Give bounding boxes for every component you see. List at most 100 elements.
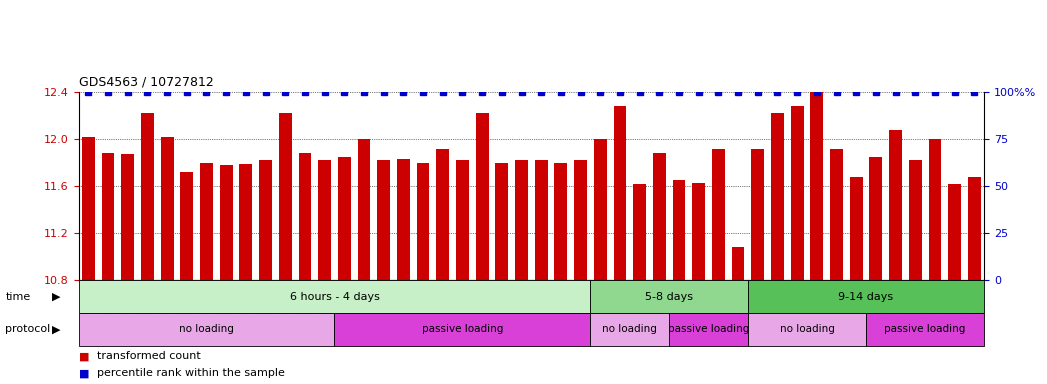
Text: GSM930500: GSM930500 (458, 280, 467, 327)
Text: GSM930502: GSM930502 (497, 280, 507, 327)
Bar (752, 149, 764, 280)
Text: GSM930493: GSM930493 (851, 280, 861, 327)
Bar (594, 139, 606, 280)
Text: GSM930479: GSM930479 (242, 280, 250, 327)
Bar (574, 161, 587, 280)
Text: ■: ■ (79, 351, 89, 361)
Text: 9-14 days: 9-14 days (839, 291, 893, 302)
Text: GSM930499: GSM930499 (439, 280, 447, 327)
Bar (771, 113, 784, 280)
Text: GSM930513: GSM930513 (911, 280, 919, 327)
Text: GSM930487: GSM930487 (654, 280, 664, 327)
Bar (79, 313, 334, 346)
Bar (515, 161, 528, 280)
Bar (653, 153, 666, 280)
Text: ■: ■ (79, 368, 89, 378)
Bar (495, 163, 508, 280)
Text: GSM930508: GSM930508 (694, 280, 704, 327)
Bar (591, 313, 669, 346)
Text: ▶: ▶ (52, 291, 61, 302)
Text: GSM930515: GSM930515 (950, 280, 959, 327)
Text: GSM930476: GSM930476 (182, 280, 192, 327)
Text: GSM930477: GSM930477 (202, 280, 211, 327)
Text: GSM930501: GSM930501 (477, 280, 487, 327)
Text: percentile rank within the sample: percentile rank within the sample (97, 368, 285, 378)
Bar (669, 313, 748, 346)
Text: protocol: protocol (5, 324, 50, 334)
Text: GSM930498: GSM930498 (419, 280, 427, 327)
Bar (456, 161, 469, 280)
Bar (298, 153, 311, 280)
Bar (732, 247, 744, 280)
Bar (475, 113, 489, 280)
Bar (712, 149, 725, 280)
Text: no loading: no loading (602, 324, 658, 334)
Bar (967, 177, 981, 280)
Bar (614, 106, 626, 280)
Text: GSM930482: GSM930482 (300, 280, 310, 326)
Text: GSM930512: GSM930512 (891, 280, 900, 326)
Bar (240, 164, 252, 280)
Text: passive loading: passive loading (885, 324, 965, 334)
Bar (102, 153, 114, 280)
Text: 5-8 days: 5-8 days (645, 291, 693, 302)
Bar (200, 163, 213, 280)
Text: GSM930481: GSM930481 (281, 280, 290, 326)
Text: 6 hours - 4 days: 6 hours - 4 days (290, 291, 379, 302)
Bar (220, 165, 232, 280)
Text: ▶: ▶ (52, 324, 61, 334)
Text: GSM930504: GSM930504 (537, 280, 545, 327)
Bar (180, 172, 194, 280)
Text: GSM930509: GSM930509 (714, 280, 722, 327)
Bar (672, 180, 686, 280)
Text: GSM930486: GSM930486 (636, 280, 644, 327)
Text: passive loading: passive loading (668, 324, 750, 334)
Text: passive loading: passive loading (422, 324, 504, 334)
Text: GSM930473: GSM930473 (124, 280, 132, 327)
Bar (810, 92, 823, 280)
Text: GSM930472: GSM930472 (104, 280, 113, 327)
Text: GSM930507: GSM930507 (674, 280, 684, 327)
Text: GDS4563 / 10727812: GDS4563 / 10727812 (79, 76, 214, 88)
Text: GSM930505: GSM930505 (556, 280, 565, 327)
Bar (377, 161, 391, 280)
Bar (929, 139, 941, 280)
Bar (535, 161, 548, 280)
Bar (633, 184, 646, 280)
Text: GSM930485: GSM930485 (616, 280, 624, 327)
Bar (692, 183, 705, 280)
Bar (318, 161, 331, 280)
Bar (850, 177, 863, 280)
Text: GSM930474: GSM930474 (143, 280, 152, 327)
Text: GSM930511: GSM930511 (871, 280, 881, 326)
Text: transformed count: transformed count (97, 351, 201, 361)
Bar (82, 137, 95, 280)
Bar (397, 159, 409, 280)
Bar (889, 130, 901, 280)
Bar (79, 280, 591, 313)
Text: GSM930494: GSM930494 (340, 280, 349, 327)
Bar (279, 113, 292, 280)
Bar (555, 163, 567, 280)
Text: GSM930475: GSM930475 (162, 280, 172, 327)
Bar (260, 161, 272, 280)
Bar (591, 280, 748, 313)
Text: GSM930484: GSM930484 (596, 280, 605, 327)
Text: GSM930516: GSM930516 (970, 280, 979, 327)
Bar (909, 161, 921, 280)
Text: GSM930483: GSM930483 (320, 280, 329, 327)
Text: no loading: no loading (179, 324, 233, 334)
Bar (830, 149, 843, 280)
Bar (748, 280, 984, 313)
Bar (866, 313, 984, 346)
Bar (121, 154, 134, 280)
Bar (338, 157, 351, 280)
Bar (748, 313, 866, 346)
Bar (437, 149, 449, 280)
Text: GSM930489: GSM930489 (773, 280, 782, 327)
Text: no loading: no loading (780, 324, 834, 334)
Bar (417, 163, 429, 280)
Text: GSM930488: GSM930488 (753, 280, 762, 326)
Text: GSM930480: GSM930480 (261, 280, 270, 327)
Bar (358, 139, 371, 280)
